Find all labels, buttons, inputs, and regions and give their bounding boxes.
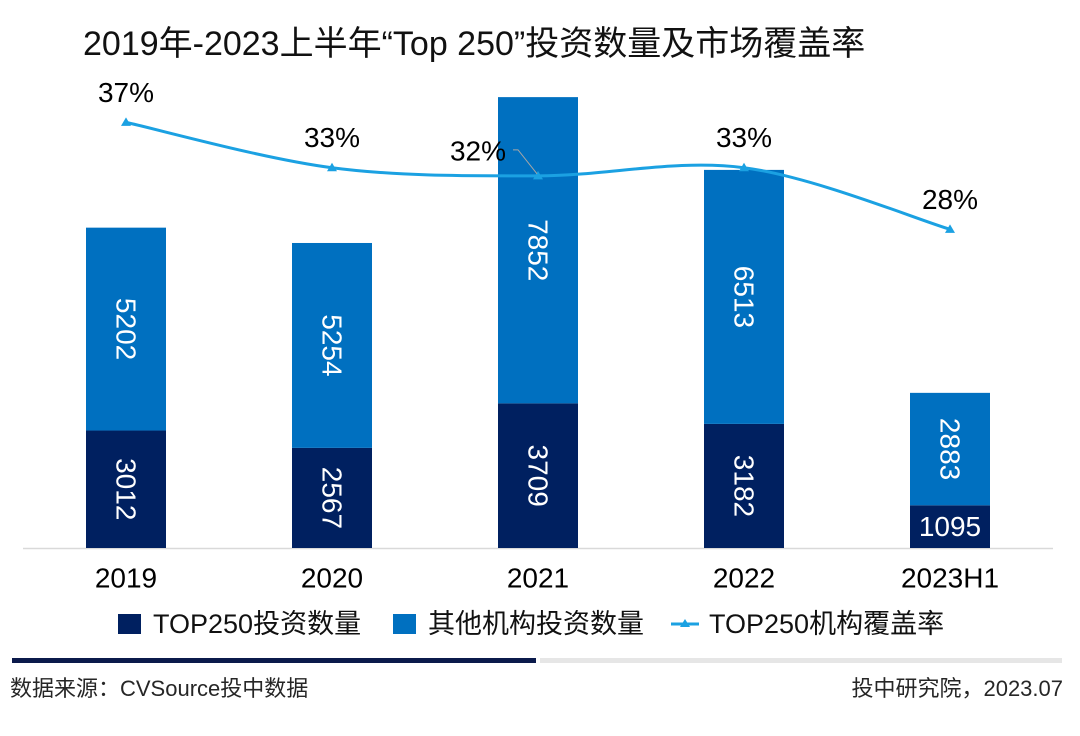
bar-value-label: 3012: [111, 458, 142, 520]
bar-value-label: 5254: [317, 314, 348, 376]
legend-swatch-other-count: [393, 614, 416, 634]
legend-label-coverage-rate: TOP250机构覆盖率: [709, 609, 945, 639]
bar-segment-other-2021: [498, 97, 578, 404]
legend-line-marker-icon: [671, 619, 699, 627]
x-tick-label: 2020: [301, 563, 363, 594]
line-point-marker: [945, 224, 955, 233]
line-series-coverage-rate: 37% 33% 32% 33% 28%: [98, 77, 978, 233]
x-tick-label: 2022: [713, 563, 775, 594]
bar-value-label: 2883: [935, 418, 966, 480]
line-point-marker: [739, 162, 749, 172]
bar-segment-top250-2023H1: [910, 505, 990, 548]
legend-item-top250-count: TOP250投资数量: [118, 608, 361, 640]
footer-accent-bar: [12, 658, 536, 663]
legend-label-top250-count: TOP250投资数量: [153, 609, 362, 639]
bar-segment-other-2023H1: [910, 392, 990, 506]
legend-label-other-count: 其他机构投资数量: [428, 609, 644, 639]
line-point-marker: [327, 162, 337, 172]
x-tick-label: 2021: [507, 563, 569, 594]
chart-title: 2019年-2023上半年“Top 250”投资数量及市场覆盖率: [83, 25, 866, 63]
footer-data-source: 数据来源：CVSource投中数据: [10, 676, 309, 701]
bar-value-label: 3182: [729, 455, 760, 517]
line-point-marker: [121, 117, 131, 126]
bar-value-label: 7852: [523, 219, 554, 281]
bar-segment-other-2019: [86, 227, 166, 431]
legend-swatch-top250-count: [118, 614, 141, 634]
line-value-label: 33%: [716, 122, 772, 153]
line-value-label: 32%: [450, 135, 506, 166]
legend-item-coverage-rate: TOP250机构覆盖率: [671, 608, 944, 640]
legend-item-other-count: 其他机构投资数量: [393, 608, 644, 640]
bar-segment-top250-2022: [704, 423, 784, 548]
line-value-label: 28%: [922, 184, 978, 215]
label-leader-line: [513, 149, 538, 175]
bar-value-label: 6513: [729, 266, 760, 328]
bar-value-label: 3709: [523, 445, 554, 507]
bar-segment-top250-2019: [86, 430, 166, 548]
footer-divider-bar: [540, 658, 1062, 663]
line-point-marker: [533, 170, 543, 180]
footer-credit: 投中研究院，2023.07: [851, 676, 1063, 701]
bar-segment-top250-2020: [292, 447, 372, 548]
bar-value-label: 1095: [919, 511, 981, 542]
line-value-label: 33%: [304, 122, 360, 153]
chart-plot: 3012 5202 2567 5254 3709 7852 3182 6513 1095 2883…: [23, 77, 1053, 594]
bar-segment-top250-2021: [498, 403, 578, 548]
bar-series-group: 3012 5202 2567 5254 3709 7852 3182 6513 1095 2883: [86, 97, 990, 548]
x-tick-label: 2019: [95, 563, 157, 594]
bar-segment-other-2020: [292, 242, 372, 448]
bar-value-label: 2567: [317, 467, 348, 529]
bar-value-label: 5202: [111, 298, 142, 360]
x-tick-label: 2023H1: [901, 563, 999, 594]
bar-segment-other-2022: [704, 169, 784, 424]
line-value-label: 37%: [98, 77, 154, 108]
